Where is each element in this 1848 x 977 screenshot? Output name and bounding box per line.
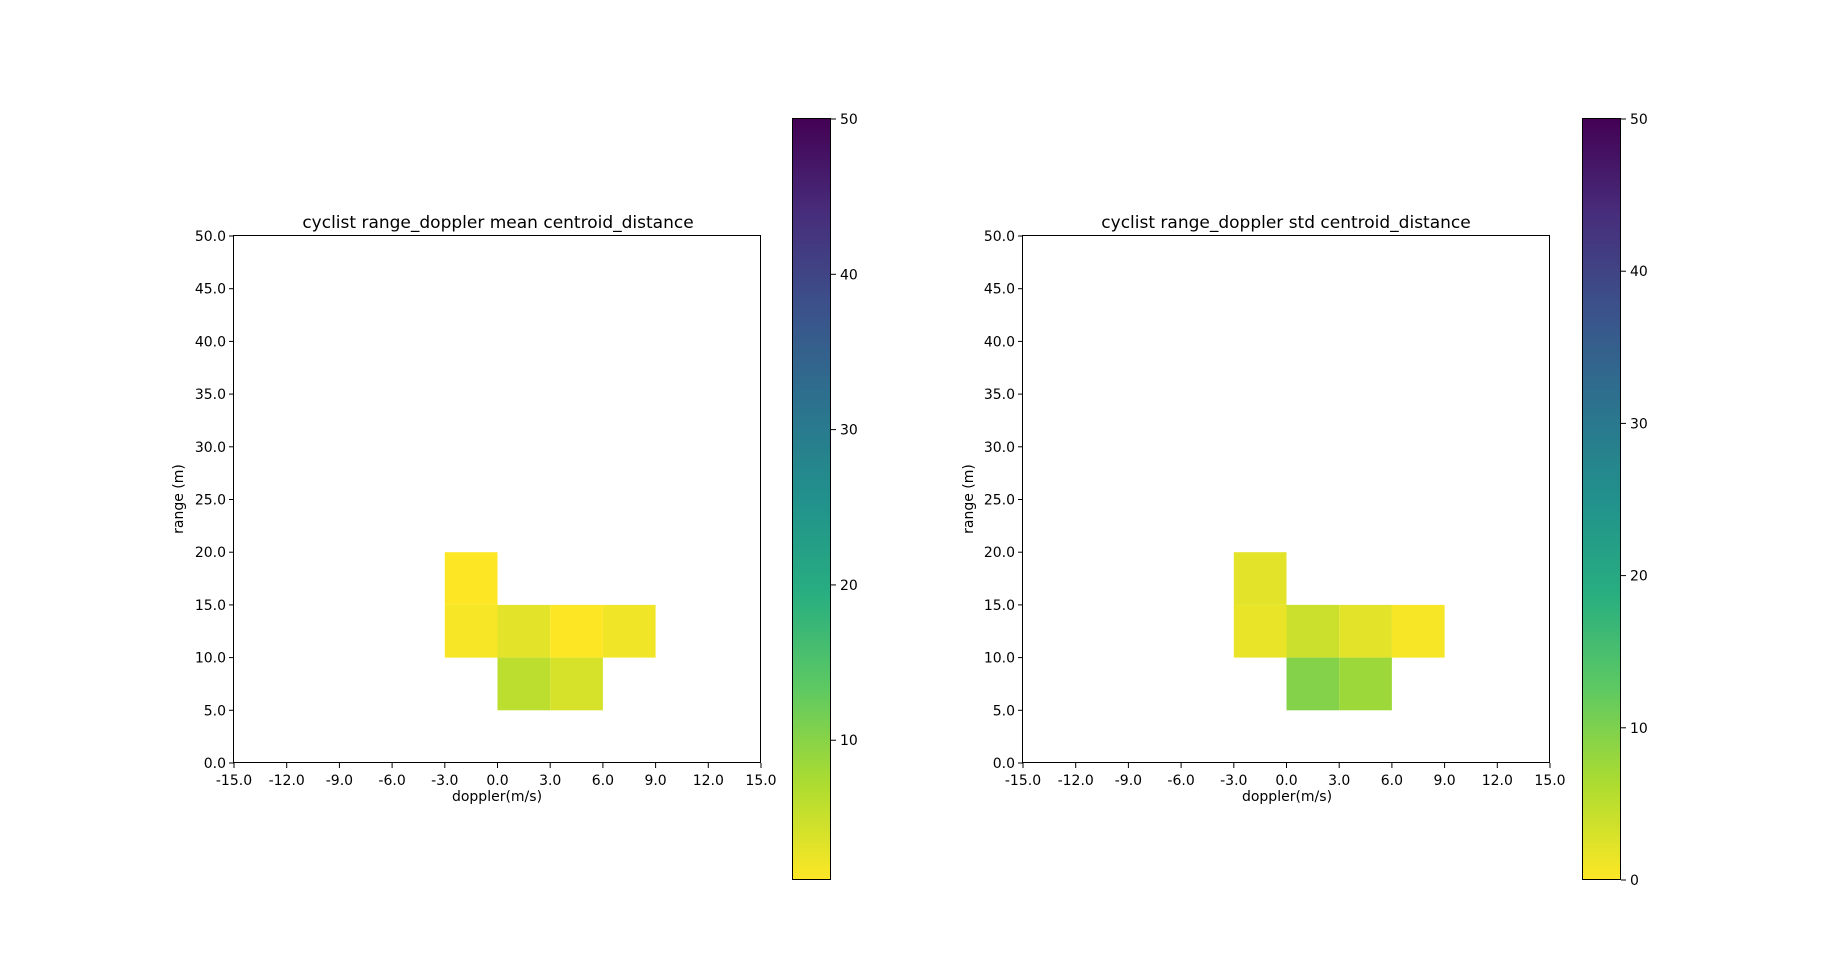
y-tick-label: 0.0 <box>204 756 226 772</box>
y-tick-label: 40.0 <box>195 334 226 350</box>
y-tick-label: 30.0 <box>195 440 226 456</box>
y-tick-label: 15.0 <box>195 598 226 614</box>
colorbar-tick-label: 20 <box>1630 569 1648 585</box>
heatmap-cell <box>444 604 498 658</box>
y-tick-label: 45.0 <box>984 282 1015 298</box>
heatmap-cells <box>1233 552 1445 711</box>
y-tick-label: 20.0 <box>984 545 1015 561</box>
heatmap-cell <box>550 604 603 658</box>
heatmap-cell <box>550 657 603 711</box>
x-tick-label: 0.0 <box>486 773 508 789</box>
y-tick-label: 50.0 <box>195 229 226 245</box>
x-tick-label: 6.0 <box>592 773 614 789</box>
y-tick-label: 45.0 <box>195 282 226 298</box>
heatmap-cell <box>444 552 498 605</box>
x-tick-label: 12.0 <box>693 773 724 789</box>
y-axis-label: range (m) <box>171 464 187 534</box>
heatmap-cell <box>1233 604 1287 658</box>
chart-title: cyclist range_doppler mean centroid_dist… <box>302 213 693 233</box>
colorbar-gradient <box>1582 118 1621 880</box>
y-tick-label: 15.0 <box>984 598 1015 614</box>
x-tick-label: 3.0 <box>1328 773 1350 789</box>
x-tick-label: -12.0 <box>1058 773 1094 789</box>
x-axis-label: doppler(m/s) <box>452 789 542 805</box>
y-tick-label: 5.0 <box>204 703 226 719</box>
x-tick-label: -9.0 <box>326 773 353 789</box>
x-tick-label: 15.0 <box>745 773 776 789</box>
y-tick-label: 35.0 <box>984 387 1015 403</box>
colorbar-tick-label: 10 <box>840 733 858 749</box>
heatmap-cell <box>1339 604 1392 658</box>
x-tick-label: 3.0 <box>539 773 561 789</box>
heatmap-cell <box>602 604 656 658</box>
colorbar-tick-label: 30 <box>1630 416 1648 432</box>
x-tick-label: -15.0 <box>216 773 252 789</box>
heatmap-cell <box>1391 604 1445 658</box>
plot-frame <box>233 235 761 763</box>
x-tick-label: 0.0 <box>1275 773 1297 789</box>
heatmap-panel-mean: cyclist range_doppler mean centroid_dist… <box>171 112 858 880</box>
chart-title: cyclist range_doppler std centroid_dista… <box>1101 213 1470 233</box>
x-tick-label: -9.0 <box>1115 773 1142 789</box>
x-tick-label: 9.0 <box>1433 773 1455 789</box>
y-tick-label: 25.0 <box>984 493 1015 509</box>
y-tick-label: 0.0 <box>993 756 1015 772</box>
colorbar-tick-label: 30 <box>840 423 858 439</box>
y-tick-label: 20.0 <box>195 545 226 561</box>
x-tick-label: 6.0 <box>1381 773 1403 789</box>
y-axis-ticks: 0.0 5.0 10.0 15.0 20.0 25.0 30.0 35.0 40.0 45.0 50… <box>195 229 234 772</box>
x-axis-ticks: -15.0 -12.0 -9.0 -6.0 -3.0 0.0 3.0 6.0 9.0 12.0 15… <box>1005 763 1566 789</box>
y-tick-label: 10.0 <box>195 651 226 667</box>
y-axis-label: range (m) <box>961 464 977 534</box>
heatmap-cell <box>1286 604 1340 658</box>
x-axis-label: doppler(m/s) <box>1242 789 1332 805</box>
y-tick-label: 35.0 <box>195 387 226 403</box>
colorbar: 10 20 30 40 50 <box>792 112 858 880</box>
colorbar-gradient <box>792 118 831 880</box>
heatmap-cells <box>444 552 656 711</box>
colorbar-ticks: 10 20 30 40 50 <box>831 112 858 749</box>
x-tick-label: 12.0 <box>1482 773 1513 789</box>
y-tick-label: 25.0 <box>195 493 226 509</box>
colorbar-ticks: 0 10 20 30 40 50 <box>1621 112 1648 889</box>
colorbar-tick-label: 20 <box>840 578 858 594</box>
x-axis-ticks: -15.0 -12.0 -9.0 -6.0 -3.0 0.0 3.0 6.0 9.0 12.0 15… <box>216 763 777 789</box>
x-tick-label: -3.0 <box>1220 773 1247 789</box>
colorbar-tick-label: 40 <box>840 267 858 283</box>
x-tick-label: -6.0 <box>1167 773 1194 789</box>
heatmap-cell <box>1339 657 1392 711</box>
y-tick-label: 10.0 <box>984 651 1015 667</box>
y-axis-ticks: 0.0 5.0 10.0 15.0 20.0 25.0 30.0 35.0 40.0 45.0 50… <box>984 229 1023 772</box>
x-tick-label: -6.0 <box>378 773 405 789</box>
colorbar-tick-label: 10 <box>1630 721 1648 737</box>
y-tick-label: 30.0 <box>984 440 1015 456</box>
colorbar-tick-label: 0 <box>1630 873 1639 889</box>
x-tick-label: 15.0 <box>1534 773 1565 789</box>
x-tick-label: 9.0 <box>644 773 666 789</box>
colorbar-tick-label: 40 <box>1630 264 1648 280</box>
y-tick-label: 50.0 <box>984 229 1015 245</box>
y-tick-label: 5.0 <box>993 703 1015 719</box>
x-tick-label: -15.0 <box>1005 773 1041 789</box>
colorbar-tick-label: 50 <box>840 112 858 128</box>
heatmap-cell <box>1233 552 1287 605</box>
plot-frame <box>1022 235 1550 763</box>
heatmap-cell <box>1286 657 1340 711</box>
y-tick-label: 40.0 <box>984 334 1015 350</box>
colorbar-tick-label: 50 <box>1630 112 1648 128</box>
colorbar: 0 10 20 30 40 50 <box>1582 112 1648 889</box>
heatmap-panel-std: cyclist range_doppler std centroid_dista… <box>961 112 1648 889</box>
x-tick-label: -12.0 <box>269 773 305 789</box>
x-tick-label: -3.0 <box>431 773 458 789</box>
heatmap-cell <box>497 604 551 658</box>
heatmap-cell <box>497 657 551 711</box>
